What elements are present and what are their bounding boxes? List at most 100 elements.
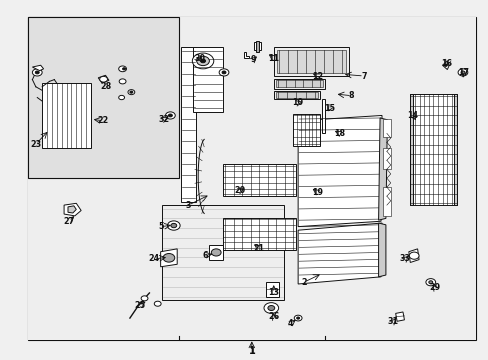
- Circle shape: [119, 95, 124, 100]
- Bar: [209, 245, 223, 260]
- Polygon shape: [395, 312, 404, 321]
- Circle shape: [264, 303, 278, 314]
- Circle shape: [296, 317, 299, 319]
- Bar: [273, 78, 325, 89]
- Circle shape: [32, 69, 42, 76]
- Bar: [273, 91, 320, 99]
- Text: 12: 12: [311, 72, 323, 81]
- Circle shape: [444, 64, 447, 66]
- Bar: [409, 94, 456, 205]
- Circle shape: [219, 69, 228, 76]
- Circle shape: [460, 71, 464, 74]
- Circle shape: [428, 281, 432, 284]
- Text: 27: 27: [63, 217, 74, 226]
- Bar: [383, 187, 390, 216]
- Polygon shape: [32, 65, 43, 71]
- Bar: [453, 94, 456, 205]
- Text: 10: 10: [292, 98, 303, 107]
- Polygon shape: [68, 206, 76, 213]
- Text: 11: 11: [268, 54, 279, 63]
- Text: 28: 28: [100, 82, 111, 91]
- Text: 18: 18: [333, 129, 345, 138]
- Text: 23: 23: [30, 140, 41, 149]
- Bar: [409, 94, 412, 205]
- Text: 9: 9: [250, 55, 256, 64]
- Bar: [161, 205, 283, 300]
- Polygon shape: [243, 51, 249, 58]
- Circle shape: [168, 114, 172, 117]
- Text: 21: 21: [253, 244, 264, 253]
- Circle shape: [192, 53, 213, 69]
- Text: 19: 19: [311, 188, 323, 197]
- Text: 22: 22: [97, 116, 108, 125]
- Text: 14: 14: [407, 111, 417, 120]
- Text: 4: 4: [287, 319, 293, 328]
- Bar: [276, 80, 322, 87]
- Circle shape: [200, 59, 205, 63]
- Bar: [27, 178, 178, 339]
- Bar: [321, 99, 325, 134]
- Circle shape: [167, 221, 180, 230]
- Bar: [383, 119, 390, 137]
- Circle shape: [141, 296, 148, 301]
- Polygon shape: [442, 61, 448, 69]
- Circle shape: [457, 69, 467, 76]
- Bar: [193, 47, 222, 112]
- Polygon shape: [378, 118, 386, 220]
- Text: 26: 26: [267, 312, 279, 321]
- Bar: [222, 218, 295, 250]
- Circle shape: [196, 56, 209, 66]
- Text: 30: 30: [194, 54, 205, 63]
- Text: 20: 20: [234, 186, 244, 195]
- Text: 8: 8: [348, 91, 354, 100]
- Bar: [383, 148, 390, 169]
- Bar: [42, 83, 91, 148]
- Circle shape: [165, 112, 175, 119]
- Polygon shape: [378, 223, 385, 277]
- Circle shape: [163, 253, 174, 262]
- Polygon shape: [98, 75, 109, 83]
- Bar: [276, 92, 317, 98]
- Bar: [27, 17, 475, 339]
- Polygon shape: [298, 116, 381, 226]
- Circle shape: [211, 249, 221, 256]
- Text: 3: 3: [185, 201, 191, 210]
- Circle shape: [35, 71, 39, 74]
- Text: 32: 32: [158, 114, 169, 123]
- Polygon shape: [298, 223, 381, 284]
- Circle shape: [154, 301, 161, 306]
- Circle shape: [119, 66, 126, 72]
- Polygon shape: [266, 282, 278, 297]
- Bar: [273, 47, 348, 76]
- Text: 29: 29: [428, 283, 439, 292]
- Text: 2: 2: [301, 278, 306, 287]
- Circle shape: [294, 315, 302, 321]
- Bar: [222, 164, 295, 196]
- Bar: [256, 41, 259, 51]
- Text: 15: 15: [324, 104, 335, 113]
- Bar: [181, 47, 195, 202]
- Circle shape: [130, 91, 133, 93]
- Polygon shape: [64, 203, 81, 216]
- Text: 17: 17: [457, 68, 468, 77]
- Circle shape: [122, 68, 125, 70]
- Circle shape: [222, 71, 225, 74]
- Text: 6: 6: [203, 251, 208, 260]
- Bar: [27, 17, 178, 178]
- Bar: [254, 42, 261, 50]
- Circle shape: [267, 306, 274, 311]
- Polygon shape: [408, 249, 418, 262]
- Circle shape: [425, 279, 435, 286]
- Circle shape: [170, 224, 176, 228]
- Text: 25: 25: [134, 301, 145, 310]
- Text: 7: 7: [361, 72, 366, 81]
- Text: 13: 13: [268, 288, 279, 297]
- Circle shape: [408, 252, 418, 259]
- Text: 33: 33: [399, 255, 410, 264]
- Text: 1: 1: [248, 346, 255, 356]
- Bar: [293, 114, 320, 146]
- Circle shape: [119, 79, 126, 84]
- Text: 5: 5: [159, 222, 164, 231]
- Polygon shape: [160, 249, 177, 267]
- Text: 16: 16: [441, 59, 451, 68]
